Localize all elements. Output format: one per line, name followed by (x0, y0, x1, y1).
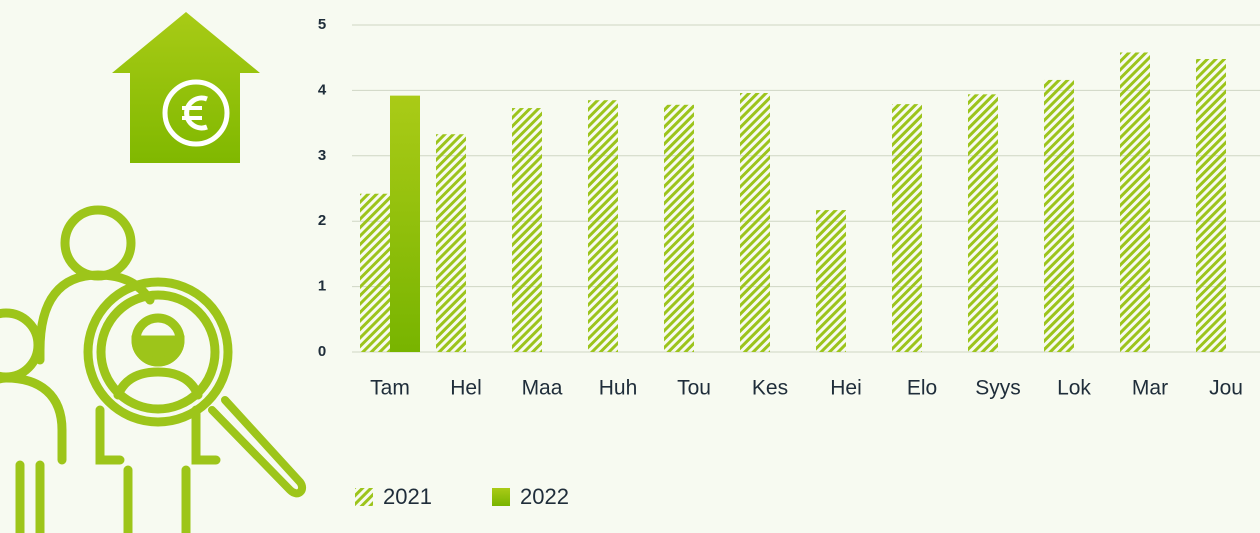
bar (1120, 52, 1150, 352)
x-tick-label: Mar (1132, 377, 1168, 400)
legend-label: 2022 (520, 484, 569, 509)
y-tick-label: 5 (318, 16, 326, 33)
x-tick-label: Huh (599, 377, 638, 400)
bar (390, 96, 420, 352)
y-tick-label: 3 (318, 147, 326, 164)
x-tick-label: Tam (370, 377, 410, 400)
x-tick-label: Hei (830, 377, 862, 400)
bar (360, 194, 390, 352)
y-tick-label: 1 (318, 278, 326, 295)
bar (740, 93, 770, 352)
x-tick-label: Kes (752, 377, 788, 400)
bar (588, 100, 618, 352)
legend-swatch (355, 488, 373, 506)
legend-label: 2021 (383, 484, 432, 509)
bar (1044, 80, 1074, 352)
x-tick-label: Lok (1057, 377, 1091, 400)
y-tick-label: 2 (318, 212, 326, 229)
x-tick-label: Hel (450, 377, 482, 400)
bar (1196, 59, 1226, 352)
x-tick-label: Tou (677, 377, 711, 400)
bar (968, 94, 998, 352)
chart: 0 1 2 3 4 5 Tam Hel Maa Huh Tou Kes Hei Elo Syys Lok Mar… (318, 16, 1260, 509)
house-icon (112, 12, 260, 163)
bar (892, 104, 922, 352)
bar (816, 210, 846, 352)
x-tick-label: Elo (907, 377, 937, 400)
x-tick-label: Maa (522, 377, 563, 400)
bar (512, 108, 542, 352)
bar (664, 105, 694, 352)
page: 0 1 2 3 4 5 Tam Hel Maa Huh Tou Kes Hei Elo Syys Lok Mar… (0, 0, 1260, 533)
x-tick-label: Syys (975, 377, 1021, 400)
x-tick-label: Jou (1209, 377, 1243, 400)
people-icon (0, 210, 302, 533)
y-tick-label: 0 (318, 343, 326, 360)
y-tick-label: 4 (318, 81, 327, 98)
bar (436, 134, 466, 352)
legend-swatch (492, 488, 510, 506)
